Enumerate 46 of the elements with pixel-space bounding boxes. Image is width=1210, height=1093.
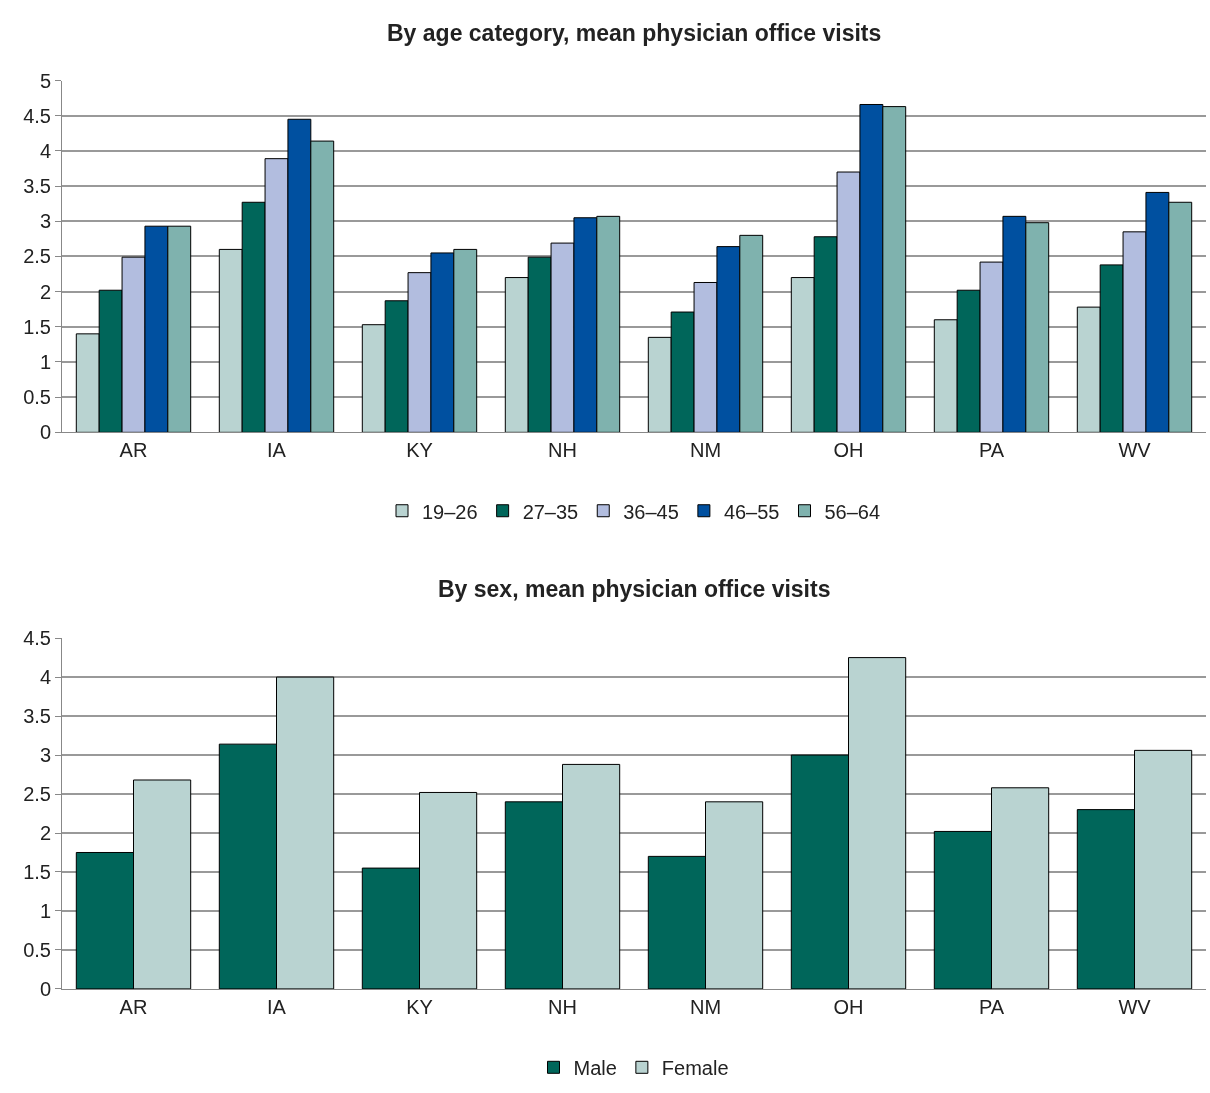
x-tick-label: AR	[119, 995, 148, 1018]
y-tick-label: 3.5	[23, 705, 51, 728]
y-tick-label: 0.5	[23, 386, 51, 409]
x-tick-label: PA	[978, 439, 1005, 462]
legend-label: 19–26	[422, 500, 478, 523]
y-tick-label: 2	[39, 822, 51, 845]
y-tick-label: 4.5	[23, 104, 51, 127]
y-tick-label: 2.5	[23, 245, 51, 268]
y-tick-label: 1.5	[23, 315, 51, 338]
x-tick-label: NM	[689, 439, 722, 462]
y-tick-label: 4	[39, 139, 51, 162]
y-tick-label: 0	[39, 977, 51, 1000]
chart-title: By sex, mean physician office visits	[438, 576, 831, 602]
x-tick-label: IA	[267, 439, 287, 462]
legend-label: 27–35	[522, 500, 579, 523]
y-tick-label: 5	[39, 69, 51, 92]
x-tick-label: NH	[548, 439, 577, 462]
x-tick-label: OH	[833, 995, 864, 1018]
y-tick-label: 3	[39, 210, 51, 233]
y-tick-label: 4	[39, 666, 51, 689]
x-tick-label: KY	[406, 995, 433, 1018]
x-tick-label: AR	[119, 439, 148, 462]
y-tick-label: 3.5	[23, 175, 51, 198]
legend-label: Female	[661, 1057, 729, 1080]
y-tick-label: 1	[39, 350, 51, 373]
x-tick-label: KY	[406, 439, 433, 462]
x-tick-label: WV	[1118, 439, 1152, 462]
legend-label: 36–45	[623, 500, 679, 523]
y-tick-label: 0	[39, 421, 51, 444]
x-tick-label: WV	[1118, 995, 1152, 1018]
x-tick-label: PA	[978, 995, 1005, 1018]
legend-label: 56–64	[824, 500, 881, 523]
y-tick-label: 3	[39, 744, 51, 767]
y-tick-label: 4.5	[23, 627, 51, 650]
x-tick-label: IA	[267, 995, 287, 1018]
x-tick-label: NM	[689, 995, 722, 1018]
y-tick-label: 2	[39, 280, 51, 303]
legend-label: Male	[573, 1057, 617, 1080]
y-tick-label: 1	[39, 899, 51, 922]
x-tick-label: OH	[833, 439, 864, 462]
y-tick-label: 2.5	[23, 783, 51, 806]
y-tick-label: 0.5	[23, 938, 51, 961]
legend-label: 46–55	[723, 500, 780, 523]
chart-title: By age category, mean physician office visits	[387, 20, 882, 46]
y-tick-label: 1.5	[23, 860, 51, 883]
x-tick-label: NH	[548, 995, 577, 1018]
